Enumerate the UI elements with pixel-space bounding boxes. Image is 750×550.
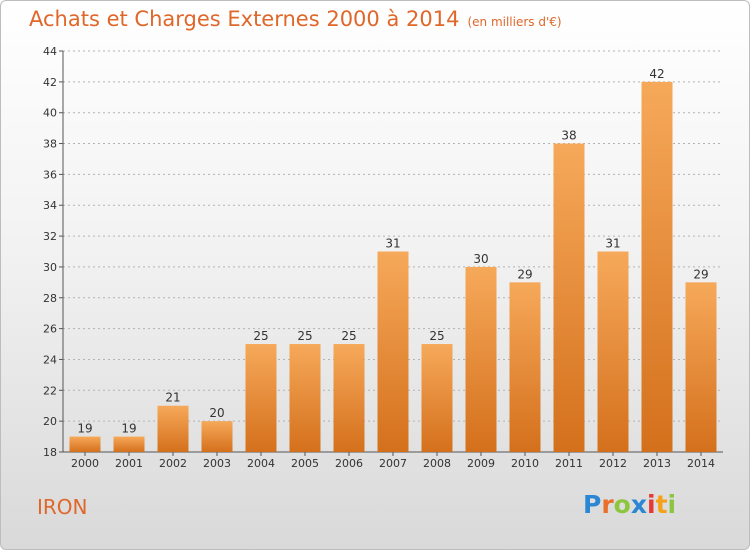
chart-title-text: Achats et Charges Externes 2000 à 2014 xyxy=(29,7,460,31)
x-tick-label: 2005 xyxy=(291,457,319,470)
y-tick-label: 40 xyxy=(43,107,57,120)
x-tick-label: 2001 xyxy=(115,457,143,470)
y-tick-label: 26 xyxy=(43,323,57,336)
data-label: 25 xyxy=(297,329,312,343)
bar xyxy=(289,344,321,452)
x-tick-label: 2003 xyxy=(203,457,231,470)
data-label: 19 xyxy=(77,422,92,436)
y-tick-label: 42 xyxy=(43,76,57,89)
y-tick-label: 34 xyxy=(43,199,57,212)
bar xyxy=(377,251,409,452)
data-label: 31 xyxy=(605,237,620,251)
logo-letter: o xyxy=(613,490,631,519)
x-tick-label: 2010 xyxy=(511,457,539,470)
x-tick-label: 2007 xyxy=(379,457,407,470)
bar xyxy=(421,344,453,452)
bar xyxy=(201,421,233,452)
x-tick-label: 2006 xyxy=(335,457,363,470)
bar xyxy=(113,436,145,452)
commune-name: IRON xyxy=(37,495,88,519)
x-tick-label: 2004 xyxy=(247,457,275,470)
y-tick-label: 24 xyxy=(43,353,57,366)
x-tick-label: 2002 xyxy=(159,457,187,470)
data-label: 25 xyxy=(429,329,444,343)
y-tick-label: 22 xyxy=(43,384,57,397)
y-tick-label: 44 xyxy=(43,45,57,58)
data-label: 25 xyxy=(341,329,356,343)
x-tick-label: 2013 xyxy=(643,457,671,470)
bar xyxy=(685,282,717,452)
data-label: 21 xyxy=(165,391,180,405)
logo-letter: r xyxy=(601,490,614,519)
bar xyxy=(597,251,629,452)
x-tick-label: 2011 xyxy=(555,457,583,470)
logo-letter: t xyxy=(655,490,668,519)
data-label: 20 xyxy=(209,406,224,420)
bar xyxy=(245,344,277,452)
logo-letter: i xyxy=(647,490,656,519)
x-tick-label: 2000 xyxy=(71,457,99,470)
x-tick-label: 2009 xyxy=(467,457,495,470)
data-label: 38 xyxy=(561,129,576,143)
logo-letter: P xyxy=(583,490,602,519)
data-label: 30 xyxy=(473,252,488,266)
y-tick-label: 38 xyxy=(43,138,57,151)
proxiti-logo: Proxiti xyxy=(583,490,676,519)
bar xyxy=(641,81,673,452)
logo-letter: x xyxy=(630,490,647,519)
bar xyxy=(157,405,189,452)
y-tick-label: 20 xyxy=(43,415,57,428)
bar xyxy=(69,436,101,452)
y-tick-label: 30 xyxy=(43,261,57,274)
bar xyxy=(465,266,497,452)
x-tick-label: 2012 xyxy=(599,457,627,470)
x-tick-label: 2014 xyxy=(687,457,715,470)
data-label: 29 xyxy=(517,267,532,281)
bar xyxy=(509,282,541,452)
y-tick-label: 28 xyxy=(43,292,57,305)
logo-letter: i xyxy=(667,490,677,519)
data-label: 25 xyxy=(253,329,268,343)
data-label: 19 xyxy=(121,422,136,436)
data-label: 31 xyxy=(385,237,400,251)
data-label: 42 xyxy=(649,67,664,81)
data-label: 29 xyxy=(693,267,708,281)
bar xyxy=(553,143,585,453)
y-tick-label: 32 xyxy=(43,230,57,243)
chart-title: Achats et Charges Externes 2000 à 2014 (e… xyxy=(29,7,562,31)
y-tick-label: 36 xyxy=(43,168,57,181)
x-tick-label: 2008 xyxy=(423,457,451,470)
y-tick-label: 18 xyxy=(43,446,57,459)
bar xyxy=(333,344,365,452)
chart-subtitle: (en milliers d'€) xyxy=(467,15,562,29)
